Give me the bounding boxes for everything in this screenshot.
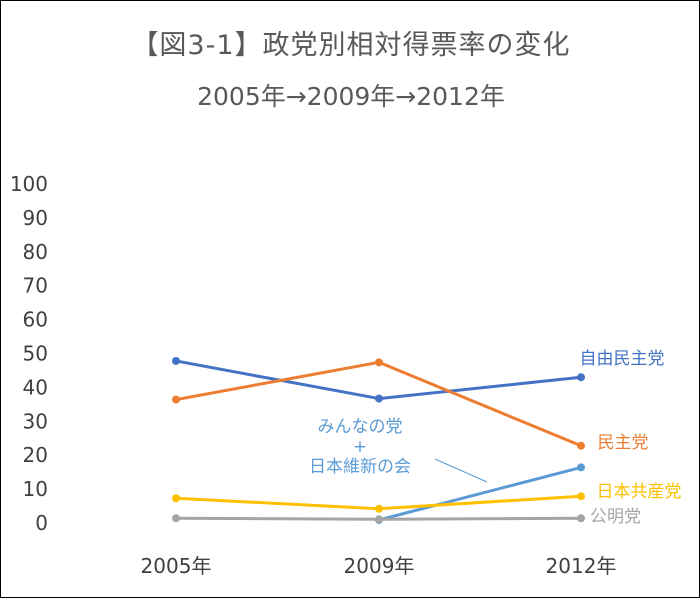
x-tick-label: 2012年 — [546, 554, 617, 578]
y-tick-label: 100 — [10, 172, 48, 196]
data-point — [172, 395, 180, 404]
y-tick-label: 10 — [23, 477, 48, 501]
chart-subtitle: 2005年→2009年→2012年 — [197, 82, 505, 111]
data-point — [172, 514, 180, 523]
y-tick-label: 40 — [23, 375, 48, 399]
data-point — [375, 394, 383, 403]
y-tick-label: 80 — [23, 240, 48, 264]
data-point — [577, 463, 585, 472]
series-label: 公明党 — [590, 507, 641, 527]
data-point — [172, 356, 180, 365]
data-point — [375, 504, 383, 513]
y-tick-label: 0 — [35, 511, 48, 535]
y-tick-label: 70 — [23, 274, 48, 298]
data-point — [375, 515, 383, 524]
series-label: みんなの党 — [318, 417, 403, 437]
data-point — [577, 441, 585, 450]
y-tick-label: 90 — [23, 206, 48, 230]
data-point — [375, 358, 383, 367]
data-point — [577, 492, 585, 501]
x-tick-label: 2009年 — [344, 554, 415, 578]
data-point — [577, 514, 585, 523]
chart-title: 【図3-1】政党別相対得票率の変化 — [131, 30, 571, 61]
label-leader-line — [434, 458, 488, 483]
series-line — [175, 359, 582, 401]
series-line — [378, 465, 582, 522]
series-label: 自由民主党 — [580, 349, 665, 369]
series-label: 日本維新の会 — [309, 457, 411, 477]
y-tick-label: 60 — [23, 308, 48, 332]
y-tick-label: 20 — [23, 443, 48, 467]
data-point — [577, 373, 585, 382]
series-label: 日本共産党 — [597, 482, 682, 502]
y-tick-label: 50 — [23, 342, 48, 366]
series-label: 民主党 — [598, 433, 649, 453]
x-tick-label: 2005年 — [141, 554, 212, 578]
series-label: + — [353, 437, 367, 457]
data-point — [172, 494, 180, 503]
y-tick-label: 30 — [23, 409, 48, 433]
